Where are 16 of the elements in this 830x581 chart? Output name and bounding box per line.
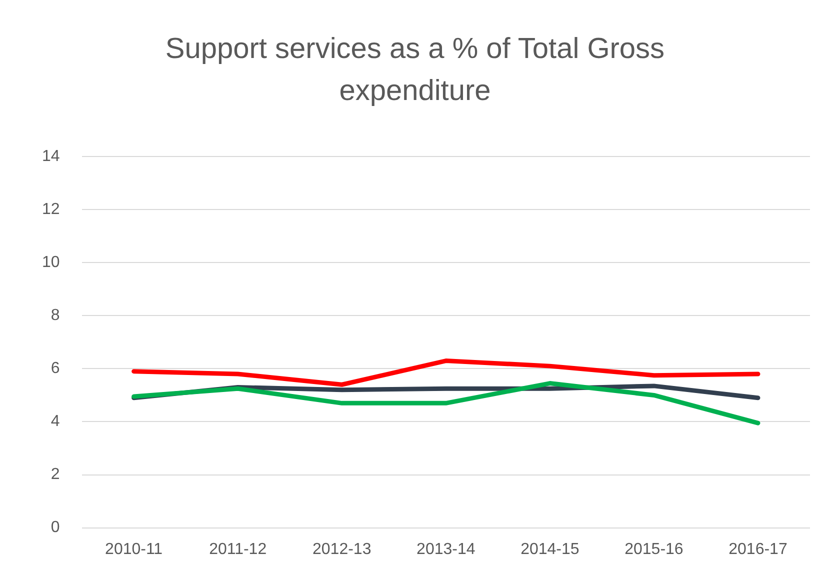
y-tick-label: 4: [50, 413, 60, 430]
x-tick-label: 2012-13: [312, 540, 372, 558]
y-tick-label: 14: [42, 148, 60, 166]
x-tick-label: 2013-14: [416, 540, 476, 558]
x-tick-label: 2014-15: [520, 540, 580, 558]
x-tick-label: 2016-17: [728, 540, 788, 558]
y-tick-label: 12: [42, 201, 60, 218]
y-tick-label: 10: [42, 254, 60, 272]
y-tick-label: 0: [50, 519, 60, 536]
y-tick-label: 2: [50, 466, 60, 484]
x-tick-label: 2010-11: [105, 540, 163, 558]
x-tick-label: 2011-12: [209, 540, 267, 558]
x-tick-label: 2015-16: [624, 540, 684, 558]
y-tick-label: 6: [50, 360, 60, 378]
y-tick-label: 8: [50, 307, 60, 324]
chart-title: Support services as a % of Total Gross expenditure: [164, 32, 666, 109]
